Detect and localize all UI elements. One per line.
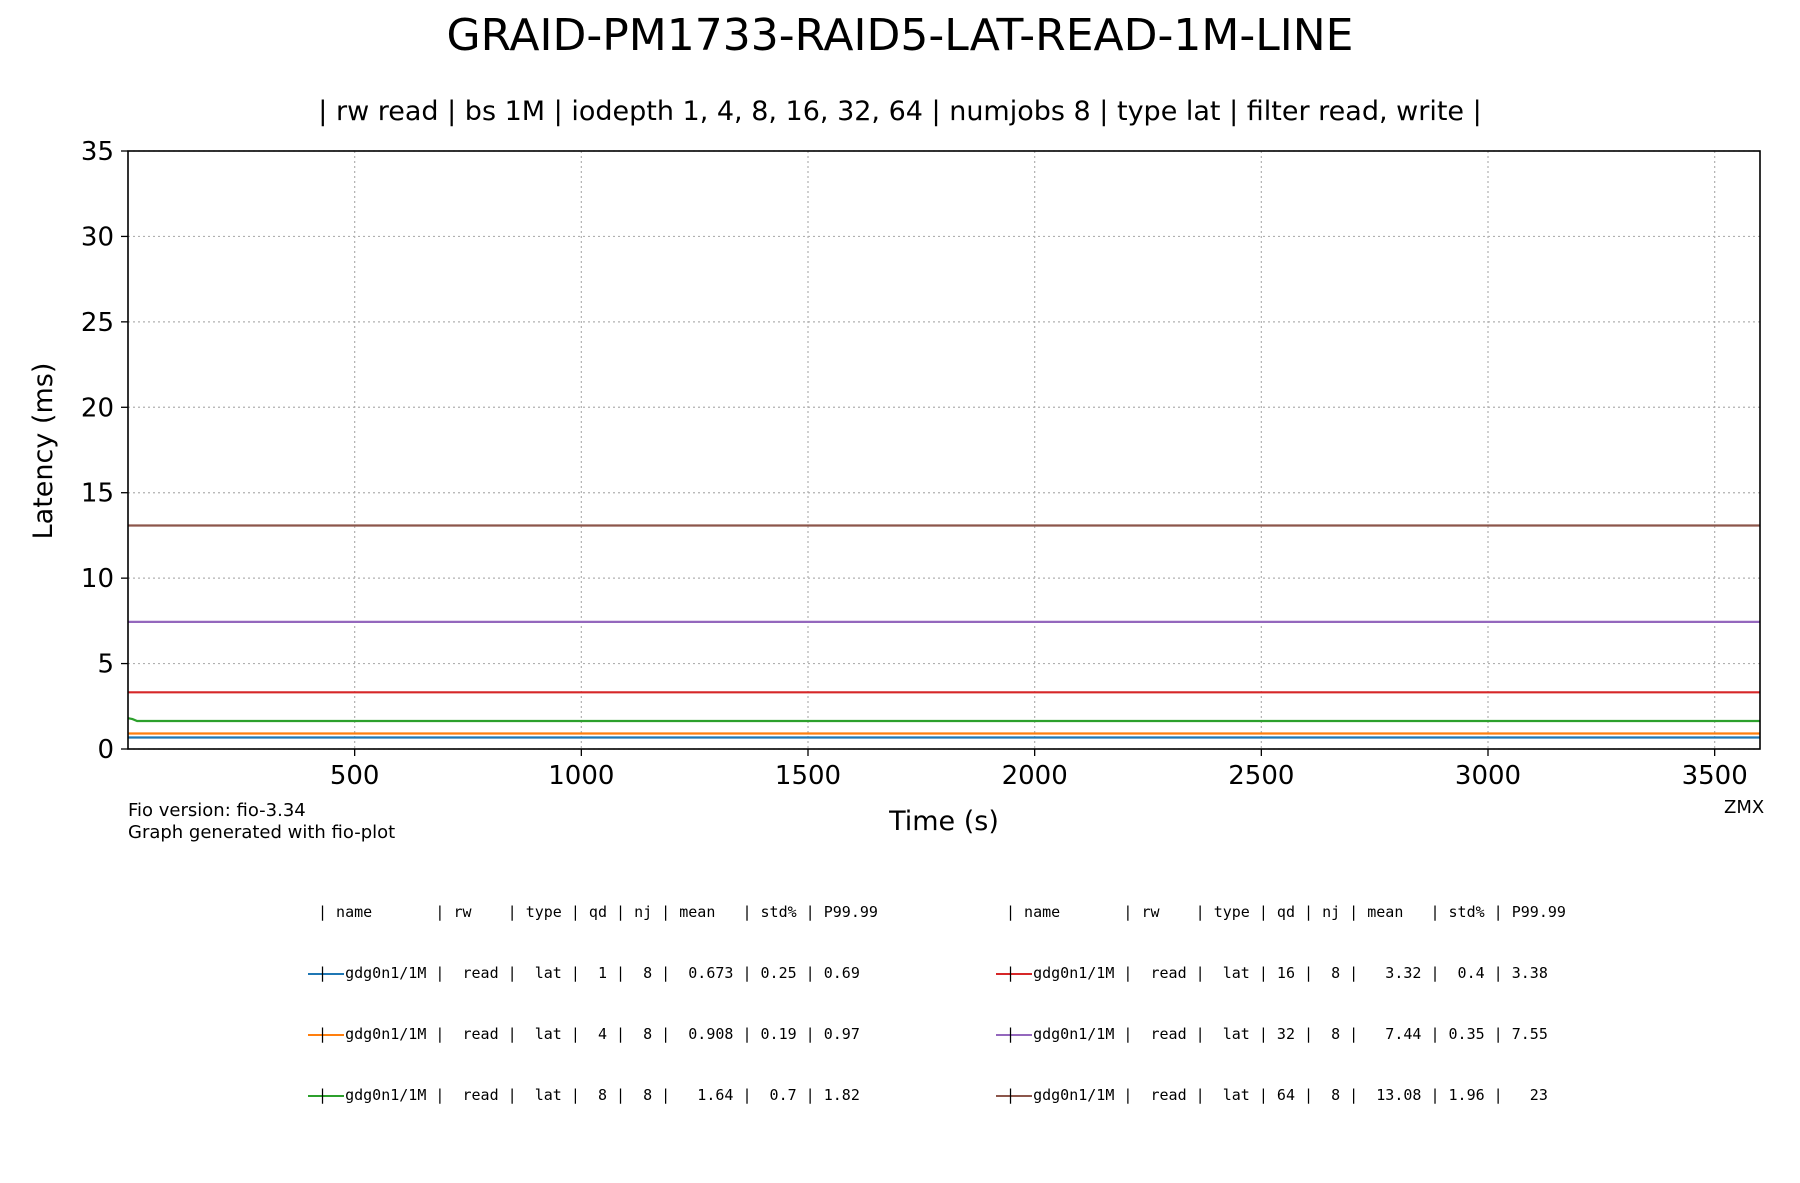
legend-row-text: | gdg0n1/1M | read | lat | 4 | 8 | 0.908… xyxy=(318,1025,860,1043)
legend-row-text: | gdg0n1/1M | read | lat | 16 | 8 | 3.32… xyxy=(1006,964,1548,982)
legend-entry-qd16: | gdg0n1/1M | read | lat | 16 | 8 | 3.32… xyxy=(960,961,1620,986)
x-tick-label: 1500 xyxy=(775,761,841,791)
legend-entry-qd64: | gdg0n1/1M | read | lat | 64 | 8 | 13.0… xyxy=(960,1083,1620,1108)
legend-entry-qd32: | gdg0n1/1M | read | lat | 32 | 8 | 7.44… xyxy=(960,1022,1620,1047)
legend-header: | name | rw | type | qd | nj | mean | st… xyxy=(1006,903,1566,921)
x-axis-label: Time (s) xyxy=(888,806,999,837)
legend-header: | name | rw | type | qd | nj | mean | st… xyxy=(318,903,878,921)
x-tick-label: 1000 xyxy=(548,761,614,791)
series-line-qd8 xyxy=(127,717,1760,723)
legend-row-text: | gdg0n1/1M | read | lat | 64 | 8 | 13.0… xyxy=(1006,1086,1548,1104)
legend-right: | name | rw | type | qd | nj | mean | st… xyxy=(960,864,1620,1126)
y-tick-label: 25 xyxy=(81,308,114,338)
y-tick-label: 5 xyxy=(97,650,114,680)
axis-layer: 500 1000 1500 2000 2500 3000 3500 0 5 10 15 20 25 30 3… xyxy=(81,137,1761,791)
footer-info: Fio version: fio-3.34 Graph generated wi… xyxy=(128,800,395,844)
y-tick-label: 30 xyxy=(81,222,114,252)
chart-subtitle: | rw read | bs 1M | iodepth 1, 4, 8, 16,… xyxy=(318,96,1482,127)
legend-row-text: | gdg0n1/1M | read | lat | 1 | 8 | 0.673… xyxy=(318,964,860,982)
x-tick-label: 2500 xyxy=(1228,761,1294,791)
y-tick-label: 35 xyxy=(81,137,114,167)
legend-left: | name | rw | type | qd | nj | mean | st… xyxy=(272,864,932,1126)
y-tick-label: 15 xyxy=(81,479,114,509)
x-tick-label: 500 xyxy=(330,761,380,791)
x-tick-label: 3000 xyxy=(1455,761,1521,791)
legend-swatch xyxy=(996,973,1033,975)
legend-entry-qd4: | gdg0n1/1M | read | lat | 4 | 8 | 0.908… xyxy=(272,1022,932,1047)
legend-row-text: | gdg0n1/1M | read | lat | 32 | 8 | 7.44… xyxy=(1006,1025,1548,1043)
y-tick-label: 10 xyxy=(81,564,114,594)
generated-with-text: Graph generated with fio-plot xyxy=(128,822,396,843)
plot-frame xyxy=(127,150,1761,750)
x-tick-label: 2000 xyxy=(1002,761,1068,791)
y-tick-label: 0 xyxy=(97,735,114,765)
zmx-tag: ZMX xyxy=(1724,797,1765,818)
chart-title: GRAID-PM1733-RAID5-LAT-READ-1M-LINE xyxy=(446,10,1354,61)
grid-layer xyxy=(128,150,1760,750)
y-tick-label: 20 xyxy=(81,393,114,423)
latency-chart: 500 1000 1500 2000 2500 3000 3500 0 5 10 15 20 25 30 3… xyxy=(28,137,1761,837)
x-tick-label: 3500 xyxy=(1682,761,1748,791)
legend-swatch xyxy=(308,973,345,975)
legend-entry-qd8: | gdg0n1/1M | read | lat | 8 | 8 | 1.64 … xyxy=(272,1083,932,1108)
fio-version-text: Fio version: fio-3.34 xyxy=(128,800,306,821)
y-axis-label: Latency (ms) xyxy=(28,363,59,540)
legend-entry-qd1: | gdg0n1/1M | read | lat | 1 | 8 | 0.673… xyxy=(272,961,932,986)
legend-row-text: | gdg0n1/1M | read | lat | 8 | 8 | 1.64 … xyxy=(318,1086,860,1104)
series-layer xyxy=(127,524,1760,739)
